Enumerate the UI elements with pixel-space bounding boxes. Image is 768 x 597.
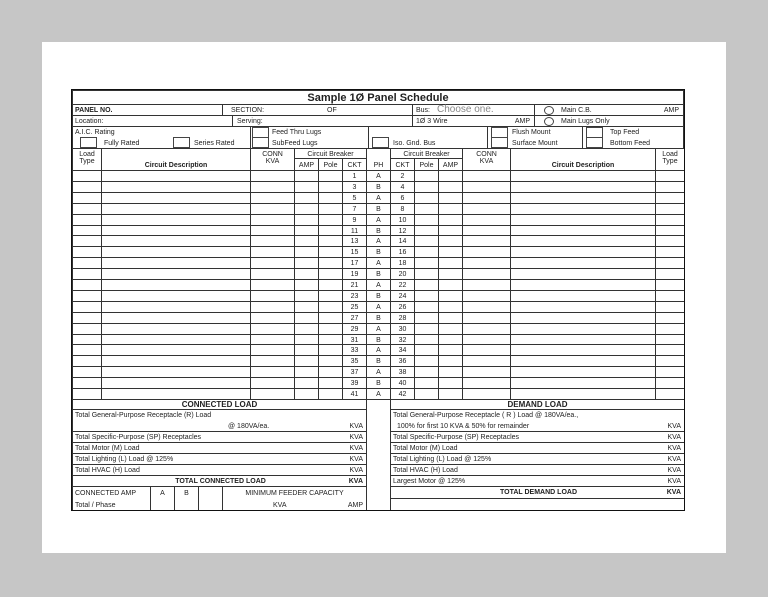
demand-total-label: TOTAL DEMAND LOAD: [500, 489, 577, 496]
per-phase-label: Total / Phase: [75, 502, 116, 509]
kva-unit: KVA: [667, 478, 682, 485]
mount-section: Flush Mount Surface Mount: [487, 126, 583, 149]
bottom-feed-checkbox[interactable]: [586, 137, 603, 148]
wire-amp-label: AMP: [514, 118, 530, 125]
page: [42, 42, 726, 553]
kva-label: KVA: [265, 158, 280, 165]
feeder-label: MINIMUM FEEDER CAPACITY: [245, 490, 344, 497]
col-desc-left: Circuit Description: [101, 148, 251, 171]
type-label: Type: [662, 158, 678, 165]
kva-unit: KVA: [667, 423, 682, 430]
connected-r-rate: @ 180VA/ea.: [228, 423, 270, 430]
series-rated-label: Series Rated: [194, 140, 235, 147]
demand-lighting-label: Total Lighting (L) Load @ 125%: [393, 456, 492, 463]
kva-unit: KVA: [349, 445, 364, 452]
surface-mount-checkbox[interactable]: [491, 137, 508, 148]
demand-hvac-label: Total HVAC (H) Load: [393, 467, 458, 474]
fully-rated-checkbox[interactable]: [80, 137, 97, 148]
kva-unit: KVA: [667, 434, 682, 441]
col-desc-right: Circuit Description: [510, 148, 656, 171]
col-conn-kva-right: CONN KVA: [462, 148, 511, 171]
title: Sample 1Ø Panel Schedule: [72, 90, 684, 105]
connected-motor-label: Total Motor (M) Load: [75, 445, 140, 452]
kva-unit: KVA: [667, 456, 682, 463]
iso-gnd-checkbox[interactable]: [372, 137, 389, 148]
col-load-type-left: Load Type: [72, 148, 102, 171]
lugs-section: Feed Thru Lugs SubFeed Lugs: [250, 126, 369, 149]
demand-r-rate: 100% for first 10 KVA & 50% for remainde…: [397, 423, 530, 430]
demand-r-label: Total General-Purpose Receptacle ( R ) L…: [393, 412, 579, 419]
connected-lighting-label: Total Lighting (L) Load @ 125%: [75, 456, 174, 463]
min-feeder-capacity: MINIMUM FEEDER CAPACITY KVA AMP: [222, 486, 367, 511]
connected-hvac-label: Total HVAC (H) Load: [75, 467, 140, 474]
section-label: SECTION:: [231, 107, 265, 114]
col-ph: PH: [366, 148, 391, 171]
type-label: Type: [79, 158, 95, 165]
kva-unit: KVA: [349, 423, 364, 430]
kva-unit: KVA: [348, 478, 363, 485]
panel-no-label: PANEL NO.: [75, 107, 113, 114]
main-lugs-label: Main Lugs Only: [561, 118, 610, 125]
load-label: Load: [79, 151, 95, 158]
series-rated-checkbox[interactable]: [173, 137, 190, 148]
col-conn-kva-left: CONN KVA: [250, 148, 295, 171]
load-label: Load: [662, 151, 678, 158]
subfeed-checkbox[interactable]: [252, 137, 269, 148]
serving-label: Serving:: [237, 118, 263, 125]
connected-sp-label: Total Specific-Purpose (SP) Receptacles: [75, 434, 202, 441]
phase-b-amp[interactable]: B: [174, 486, 199, 511]
bottom-divider: [366, 399, 391, 511]
col-load-type-right: Load Type: [655, 148, 685, 171]
connected-amp-label-cell: CONNECTED AMP Total / Phase: [72, 486, 151, 511]
demand-r-row: Total General-Purpose Receptacle ( R ) L…: [390, 409, 685, 432]
aic-section: A.I.C. Rating Fully Rated Series Rated: [72, 126, 251, 149]
fully-rated-label: Fully Rated: [104, 140, 140, 147]
flush-mount-label: Flush Mount: [512, 129, 551, 136]
connected-total-label: TOTAL CONNECTED LOAD: [175, 478, 266, 485]
feed-thru-label: Feed Thru Lugs: [272, 129, 322, 136]
bottom-feed-label: Bottom Feed: [610, 140, 651, 147]
feeder-kva-unit: KVA: [273, 502, 287, 509]
demand-sp-label: Total Specific-Purpose (SP) Receptacles: [393, 434, 520, 441]
feeder-amp-unit: AMP: [347, 502, 363, 509]
kva-unit: KVA: [666, 489, 681, 496]
main-cb-amp-label: AMP: [663, 107, 679, 114]
wire-label: 1Ø 3 Wire: [416, 118, 448, 125]
connected-r-row: Total General-Purpose Receptacle (R) Loa…: [72, 409, 367, 432]
location-label: Location:: [75, 118, 104, 125]
main-cb-radio[interactable]: [544, 106, 554, 115]
phase-blank[interactable]: [198, 486, 223, 511]
subfeed-label: SubFeed Lugs: [272, 140, 318, 147]
top-feed-label: Top Feed: [610, 129, 640, 136]
iso-gnd-label: Iso. Gnd. Bus: [393, 140, 436, 147]
phase-a-amp[interactable]: A: [150, 486, 175, 511]
conn-label: CONN: [476, 151, 497, 158]
kva-unit: KVA: [349, 456, 364, 463]
surface-mount-label: Surface Mount: [512, 140, 558, 147]
main-cb-label: Main C.B.: [561, 107, 592, 114]
demand-motor-label: Total Motor (M) Load: [393, 445, 458, 452]
kva-label: KVA: [479, 158, 494, 165]
bus-select[interactable]: Choose one.: [437, 104, 494, 115]
iso-section: Iso. Gnd. Bus: [368, 126, 488, 149]
conn-label: CONN: [262, 151, 283, 158]
demand-blank-row[interactable]: [390, 498, 685, 511]
of-label: OF: [327, 107, 337, 114]
kva-unit: KVA: [349, 434, 364, 441]
main-lugs-radio[interactable]: [544, 117, 554, 126]
feed-section: Top Feed Bottom Feed: [582, 126, 684, 149]
aic-label: A.I.C. Rating: [75, 129, 115, 136]
bus-label: Bus:: [416, 107, 431, 114]
connected-r-label: Total General-Purpose Receptacle (R) Loa…: [75, 412, 212, 419]
kva-unit: KVA: [667, 445, 682, 452]
connected-amp-label: CONNECTED AMP: [75, 490, 137, 497]
demand-largest-motor-label: Largest Motor @ 125%: [393, 478, 466, 485]
kva-unit: KVA: [349, 467, 364, 474]
kva-unit: KVA: [667, 467, 682, 474]
